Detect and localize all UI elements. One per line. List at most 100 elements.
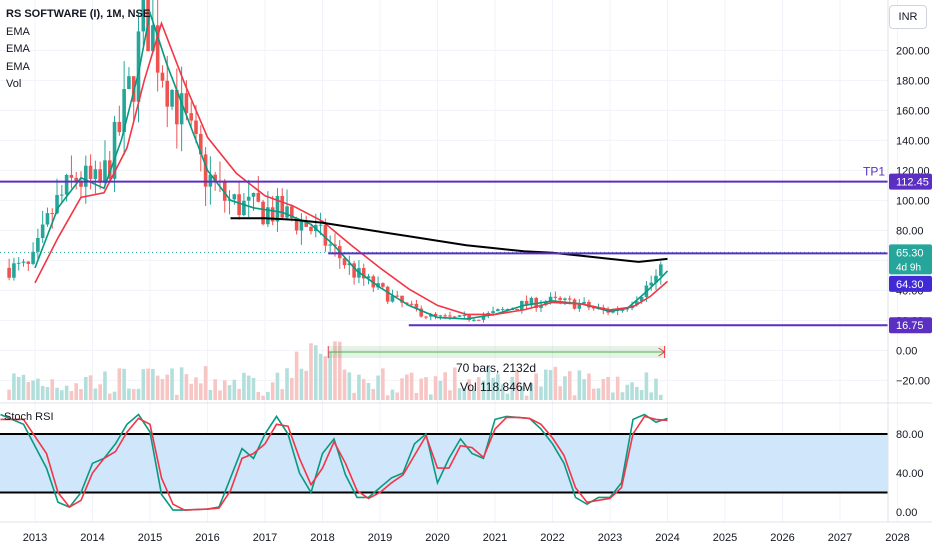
candle-body bbox=[299, 220, 304, 231]
volume-bar bbox=[606, 376, 610, 400]
volume-bar bbox=[520, 386, 524, 400]
date-price-range[interactable] bbox=[327, 346, 666, 358]
candle-body bbox=[31, 251, 35, 264]
indicator-ema-3[interactable]: EMA bbox=[6, 60, 30, 73]
volume-bar bbox=[467, 379, 471, 400]
volume-bar bbox=[615, 376, 620, 400]
volume-bar bbox=[381, 368, 385, 400]
candle-body bbox=[246, 196, 251, 201]
volume-bar bbox=[567, 371, 572, 400]
volume-bar bbox=[36, 378, 40, 400]
time-tick-label: 2014 bbox=[80, 532, 104, 544]
time-tick-label: 2019 bbox=[368, 532, 392, 544]
measure-volume-label: Vol 118.846M bbox=[460, 380, 533, 394]
horizontal-levels[interactable]: TP1 bbox=[0, 165, 888, 327]
volume-bar bbox=[491, 377, 495, 400]
candle-body bbox=[361, 268, 366, 279]
volume-bar bbox=[194, 377, 198, 400]
volume-bar bbox=[443, 372, 447, 400]
price-tick-label: 180.00 bbox=[896, 75, 930, 87]
volume-bar bbox=[587, 373, 591, 400]
volume-bar bbox=[361, 379, 366, 400]
volume-bar bbox=[654, 378, 658, 400]
rsi-tick-label: 0.00 bbox=[896, 507, 917, 519]
time-tick-label: 2016 bbox=[195, 532, 219, 544]
volume-bar bbox=[294, 351, 299, 400]
candle-body bbox=[74, 177, 79, 183]
candle-body bbox=[107, 160, 112, 179]
volume-bars bbox=[7, 341, 663, 400]
volume-bar bbox=[510, 376, 515, 400]
currency-button[interactable]: INR bbox=[889, 5, 927, 29]
volume-bar bbox=[117, 368, 122, 400]
indicator-ema-2[interactable]: EMA bbox=[6, 43, 30, 55]
time-tick-label: 2015 bbox=[138, 532, 162, 544]
candle-body bbox=[558, 297, 562, 300]
volume-bar bbox=[630, 382, 634, 400]
volume-bar bbox=[155, 375, 160, 400]
candle-body bbox=[409, 303, 414, 305]
volume-bar bbox=[347, 372, 352, 400]
candle-body bbox=[467, 315, 471, 321]
candle-body bbox=[117, 121, 122, 133]
volume-bar bbox=[472, 389, 476, 400]
ema-line-3 bbox=[230, 217, 668, 263]
volume-bar bbox=[218, 390, 222, 400]
stoch-rsi-label[interactable]: Stoch RSI bbox=[4, 411, 54, 423]
volume-bar bbox=[572, 395, 577, 400]
volume-bar bbox=[409, 372, 414, 400]
volume-bar bbox=[620, 392, 625, 400]
volume-bar bbox=[299, 368, 304, 400]
candle-body bbox=[184, 93, 189, 114]
candle-body bbox=[36, 237, 40, 252]
volume-bar bbox=[45, 387, 50, 400]
candle-body bbox=[318, 224, 323, 226]
candle-body bbox=[189, 113, 194, 121]
candle-body bbox=[69, 174, 74, 178]
volume-bar bbox=[136, 388, 141, 400]
volume-bar bbox=[505, 393, 510, 400]
candle-body bbox=[151, 25, 155, 52]
price-tick-label: 100.00 bbox=[896, 195, 930, 207]
volume-bar bbox=[649, 392, 654, 400]
indicator-ema-1[interactable]: EMA bbox=[6, 25, 30, 38]
candle-body bbox=[529, 297, 534, 306]
candle-body bbox=[261, 201, 265, 225]
volume-bar bbox=[591, 388, 596, 400]
symbol-title[interactable]: RS SOFTWARE (I), 1M, NSE bbox=[6, 8, 151, 20]
volume-bar bbox=[625, 384, 630, 400]
ema-lines bbox=[34, 9, 669, 320]
candle-body bbox=[620, 309, 625, 311]
volume-bar bbox=[481, 380, 486, 400]
candle-body bbox=[443, 315, 447, 317]
volume-bar bbox=[304, 370, 309, 400]
volume-bar bbox=[313, 345, 318, 400]
candle-body bbox=[304, 220, 309, 227]
candle-body bbox=[60, 194, 64, 196]
volume-bar bbox=[60, 390, 64, 400]
candle-body bbox=[21, 261, 26, 263]
volume-bar bbox=[496, 374, 500, 400]
candle-body bbox=[654, 275, 658, 283]
candle-body bbox=[26, 261, 31, 264]
candle-body bbox=[198, 133, 203, 155]
volume-bar bbox=[644, 372, 649, 400]
candle-body bbox=[280, 195, 285, 218]
volume-bar bbox=[462, 387, 467, 400]
volume-bar bbox=[227, 385, 232, 400]
volume-bar bbox=[98, 384, 102, 400]
volume-bar bbox=[208, 390, 213, 400]
candle-body bbox=[582, 301, 586, 304]
volume-bar bbox=[515, 370, 519, 400]
candle-body bbox=[275, 195, 280, 222]
candle-body bbox=[553, 296, 558, 298]
candle-body bbox=[452, 316, 457, 318]
indicator-volume[interactable]: Vol bbox=[6, 78, 22, 90]
volume-bar bbox=[151, 368, 155, 400]
candle-body bbox=[93, 169, 98, 179]
candle-body bbox=[290, 206, 294, 218]
candle-body bbox=[203, 154, 208, 187]
time-tick-label: 2026 bbox=[770, 532, 794, 544]
measure-arrow-head bbox=[658, 347, 666, 357]
